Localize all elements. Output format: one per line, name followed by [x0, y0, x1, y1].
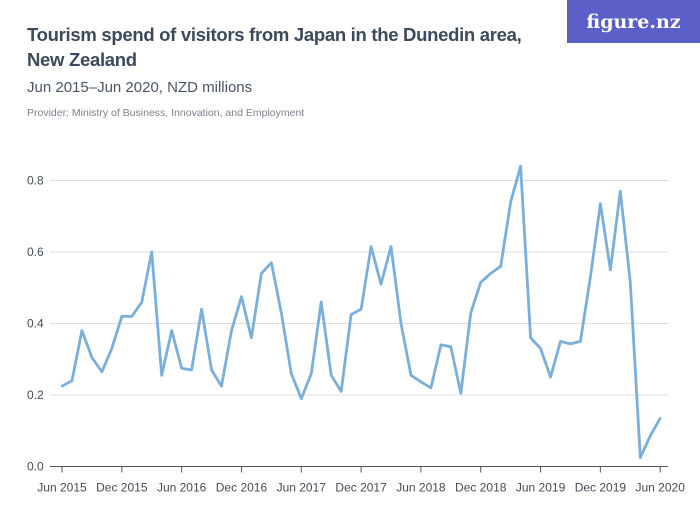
y-tick-label: 0.8 — [27, 174, 44, 188]
data-point — [220, 384, 223, 388]
data-point — [639, 456, 642, 459]
data-point — [609, 268, 612, 272]
data-point — [260, 272, 263, 275]
data-point — [339, 390, 343, 393]
data-point — [479, 281, 482, 284]
data-point — [529, 336, 532, 339]
y-tick-label: 0.6 — [27, 245, 44, 259]
x-tick-label: Dec 2016 — [216, 481, 268, 495]
data-point — [539, 347, 542, 350]
data-point — [110, 347, 114, 350]
data-point — [489, 272, 492, 275]
data-point — [160, 374, 163, 377]
data-point — [290, 372, 293, 375]
data-point — [429, 386, 433, 390]
x-tick-label: Jun 2019 — [516, 481, 566, 495]
data-point — [379, 282, 383, 286]
data-point — [250, 336, 253, 339]
data-point — [469, 311, 472, 314]
data-point — [270, 261, 273, 264]
data-point — [310, 372, 313, 375]
data-point — [140, 300, 143, 304]
data-point — [369, 245, 373, 248]
x-tick-label: Jun 2015 — [37, 481, 87, 495]
x-tick-label: Dec 2015 — [96, 481, 148, 495]
data-point — [559, 340, 562, 343]
x-tick-label: Jun 2020 — [636, 481, 686, 495]
data-point — [349, 313, 353, 316]
y-tick-label: 0.4 — [27, 317, 44, 331]
data-point — [399, 322, 403, 325]
x-tick-label: Dec 2019 — [575, 481, 627, 495]
data-point — [599, 202, 602, 205]
figure-nz-logo[interactable]: figure.nz — [567, 0, 700, 43]
x-tick-label: Jun 2018 — [396, 481, 446, 495]
data-point — [589, 275, 592, 279]
data-point — [329, 374, 333, 377]
data-point — [90, 356, 94, 359]
data-point — [569, 342, 572, 346]
x-tick-label: Jun 2017 — [277, 481, 327, 495]
data-point — [120, 315, 124, 318]
data-point — [150, 250, 153, 254]
data-point — [130, 315, 133, 318]
data-point — [60, 384, 64, 388]
data-point — [659, 417, 662, 420]
data-point — [240, 295, 243, 298]
x-tick-label: Jun 2016 — [157, 481, 207, 495]
chart-subtitle: Jun 2015–Jun 2020, NZD millions — [27, 79, 253, 96]
data-point — [619, 190, 622, 193]
data-point — [549, 375, 552, 379]
data-point — [230, 329, 233, 332]
data-point — [579, 340, 582, 343]
data-point — [359, 308, 363, 311]
chart-title: Tourism spend of visitors from Japan in … — [27, 24, 522, 70]
data-point — [300, 397, 303, 400]
data-point — [210, 368, 213, 372]
data-point — [499, 265, 502, 268]
y-tick-label: 0.0 — [27, 460, 44, 474]
data-point — [200, 308, 203, 311]
x-tick-label: Dec 2017 — [335, 481, 387, 495]
data-point — [419, 380, 423, 383]
x-tick-label: Dec 2018 — [455, 481, 507, 495]
series-line — [61, 164, 662, 460]
data-point — [100, 370, 104, 373]
data-point — [409, 374, 413, 377]
data-point — [70, 379, 74, 382]
data-point — [320, 300, 323, 304]
data-point — [80, 329, 84, 332]
data-point — [629, 281, 632, 284]
data-point — [439, 343, 443, 347]
provider-text: Provider: Ministry of Business, Innovati… — [27, 107, 305, 119]
data-point — [170, 329, 173, 332]
data-point — [449, 345, 453, 348]
data-point — [509, 200, 512, 204]
data-point — [190, 368, 193, 372]
data-point — [280, 311, 283, 314]
data-point — [519, 165, 522, 168]
data-point — [389, 245, 393, 248]
data-point — [180, 366, 183, 370]
y-tick-label: 0.2 — [27, 388, 44, 402]
data-point — [649, 434, 652, 438]
data-point — [459, 392, 462, 395]
